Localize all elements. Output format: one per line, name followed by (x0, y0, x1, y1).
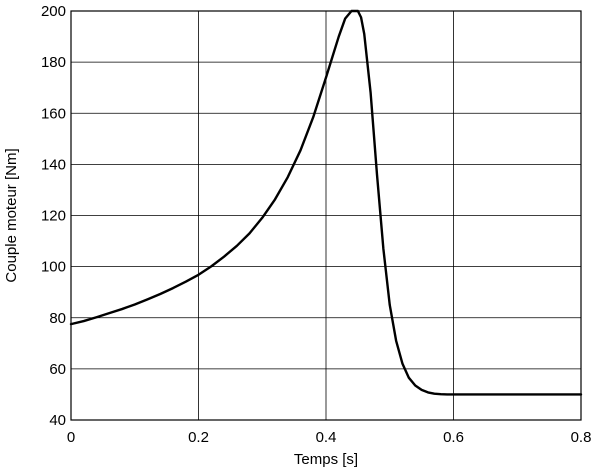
y-tick-label: 100 (41, 259, 66, 276)
y-tick-label: 200 (41, 3, 66, 20)
y-tick-label: 60 (49, 361, 66, 378)
y-axis-label: Couple moteur [Nm] (3, 148, 20, 282)
x-tick-label: 0.2 (188, 429, 209, 446)
x-tick-label: 0.4 (316, 429, 337, 446)
y-tick-label: 140 (41, 156, 66, 173)
x-axis-label: Temps [s] (294, 451, 358, 468)
y-tick-label: 160 (41, 105, 66, 122)
plot-frame (70, 10, 582, 421)
y-tick-label: 40 (49, 412, 66, 429)
series-line-couple-moteur (69, 9, 583, 396)
y-tick-label: 120 (41, 208, 66, 225)
x-axis-ticks: 0 0.2 0.4 0.6 0.8 (67, 429, 592, 446)
x-tick-label: 0.6 (443, 429, 464, 446)
y-tick-label: 180 (41, 54, 66, 71)
grid-lines (70, 10, 582, 421)
x-tick-label: 0 (67, 429, 75, 446)
y-axis-ticks: 40 60 80 100 120 140 160 180 200 (41, 3, 66, 429)
y-tick-label: 80 (49, 310, 66, 327)
x-tick-label: 0.8 (571, 429, 592, 446)
